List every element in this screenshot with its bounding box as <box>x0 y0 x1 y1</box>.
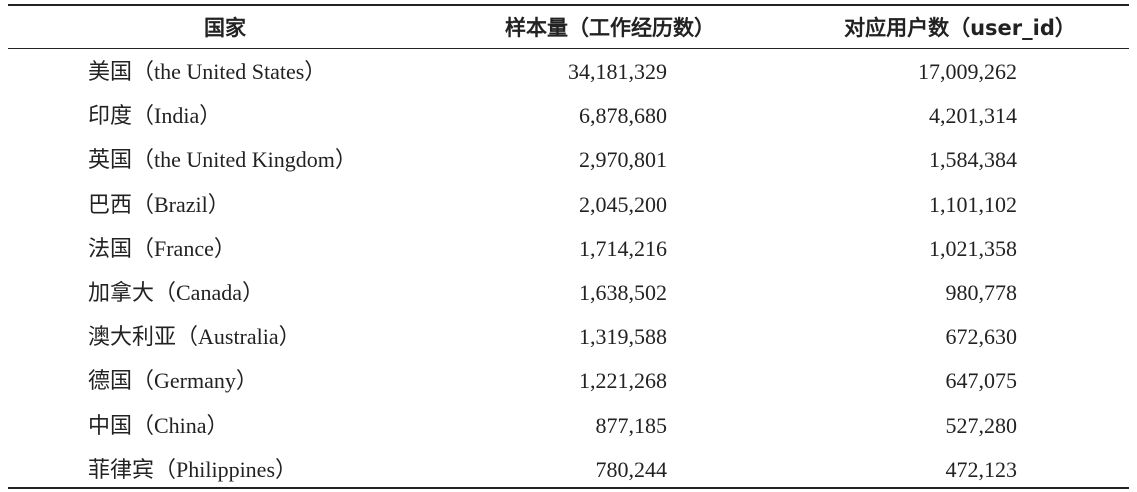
header-cell: 对应用户数（user_id） <box>844 16 1076 40</box>
number-cell: 472,123 <box>945 456 1018 482</box>
number-cell: 980,778 <box>945 280 1018 305</box>
number-cell: 1,319,588 <box>579 324 667 350</box>
country-cell: 德国（Germany） <box>88 368 258 394</box>
country-cell: 法国（France） <box>88 235 236 261</box>
country-cell: 菲律宾（Philippines） <box>88 456 298 482</box>
country-cell: 美国（the United States） <box>88 59 327 84</box>
number-cell: 672,630 <box>945 324 1018 350</box>
number-cell: 1,714,216 <box>579 235 667 261</box>
header-cell: 样本量（工作经历数） <box>505 16 715 40</box>
top-rule <box>8 4 1129 6</box>
number-cell: 6,878,680 <box>579 103 667 129</box>
number-cell: 877,185 <box>595 412 668 438</box>
country-cell: 英国（the United Kingdom） <box>88 147 357 173</box>
number-cell: 1,021,358 <box>929 235 1017 261</box>
number-cell: 527,280 <box>945 412 1018 438</box>
number-cell: 1,638,502 <box>579 280 667 305</box>
number-cell: 2,045,200 <box>579 191 667 217</box>
number-cell: 1,221,268 <box>579 368 667 394</box>
number-cell: 4,201,314 <box>929 103 1017 129</box>
number-cell: 1,584,384 <box>929 147 1017 173</box>
number-cell: 17,009,262 <box>918 59 1017 84</box>
header-cell: 国家 <box>204 16 246 40</box>
country-cell: 印度（India） <box>88 103 222 129</box>
country-cell: 中国（China） <box>88 412 229 438</box>
country-cell: 澳大利亚（Australia） <box>88 324 301 350</box>
number-cell: 34,181,329 <box>568 59 667 84</box>
number-cell: 780,244 <box>595 456 668 482</box>
country-cell: 加拿大（Canada） <box>88 280 264 305</box>
bottom-rule <box>8 487 1129 489</box>
header-rule <box>8 48 1129 49</box>
number-cell: 1,101,102 <box>929 191 1017 217</box>
country-cell: 巴西（Brazil） <box>88 191 230 217</box>
number-cell: 647,075 <box>945 368 1018 394</box>
number-cell: 2,970,801 <box>579 147 667 173</box>
